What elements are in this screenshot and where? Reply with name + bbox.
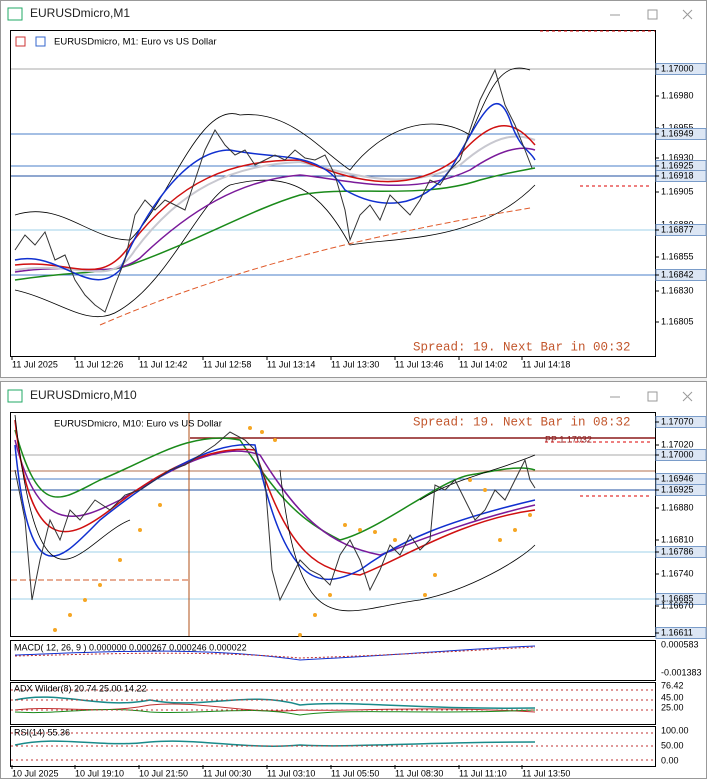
time-label: 11 Jul 13:14 — [267, 359, 315, 369]
macd-label: MACD( 12, 26, 9 ) 0.000000 0.000267 0.00… — [14, 642, 247, 652]
price-label: 1.16980 — [661, 90, 694, 100]
price-label: 1.16685 — [661, 593, 694, 603]
price-label: 1.16740 — [661, 568, 694, 578]
chart-area — [10, 30, 656, 357]
price-label: 1.16949 — [661, 128, 694, 138]
price-label: 1.16670 — [661, 600, 694, 610]
price-label: 1.16955 — [661, 122, 694, 132]
rsi-scale-label: 0.00 — [661, 755, 679, 765]
rsi-label: RSI(14) 55.36 — [14, 727, 70, 737]
macd-scale-label: 0.000583 — [661, 639, 699, 649]
time-label: 10 Jul 21:50 — [139, 768, 188, 778]
window-icon — [7, 7, 23, 21]
adx-scale-label: 45.00 — [661, 692, 684, 702]
window-title: EURUSDmicro,M1 — [30, 6, 130, 20]
rsi-scale-label: 50.00 — [661, 740, 684, 750]
time-label: 11 Jul 12:26 — [75, 359, 123, 369]
price-label: 1.16930 — [661, 152, 694, 162]
status-text: Spread: 19. Next Bar in 00:32 — [413, 340, 631, 354]
price-label: 1.16805 — [661, 316, 694, 326]
time-label: 11 Jul 14:02 — [459, 359, 507, 369]
time-label: 11 Jul 05:50 — [331, 768, 379, 778]
time-label: 11 Jul 13:46 — [395, 359, 443, 369]
time-label: 11 Jul 14:18 — [522, 359, 570, 369]
chart-header: EURUSDmicro, M10: Euro vs US Dollar — [54, 419, 222, 430]
window-title: EURUSDmicro,M10 — [30, 388, 137, 402]
chart-area — [10, 412, 656, 637]
price-label: 1.16830 — [661, 285, 694, 295]
price-label: 1.16918 — [661, 170, 694, 180]
price-label: 1.16925 — [661, 484, 694, 494]
macd-panel — [10, 640, 656, 681]
window-controls[interactable] — [610, 391, 693, 402]
price-label: 1.17000 — [661, 63, 694, 73]
rsi-scale-label: 100.00 — [661, 725, 689, 735]
indicators — [14, 67, 536, 326]
price-label: 1.16786 — [661, 546, 694, 556]
chart-icon — [15, 36, 26, 47]
time-label: 11 Jul 13:50 — [522, 768, 570, 778]
time-label: 10 Jul 2025 — [12, 768, 59, 778]
adx-label: ADX Wilder(8) 20.74 25.00 14.22 — [14, 683, 147, 693]
time-label: 11 Jul 12:58 — [203, 359, 251, 369]
window-controls[interactable] — [610, 9, 693, 20]
price-label: 1.16905 — [661, 186, 694, 196]
price-lines — [11, 413, 655, 636]
status-text: Spread: 19. Next Bar in 08:32 — [413, 415, 631, 429]
pivot-label: PP 1.17032 — [545, 434, 592, 444]
time-label: 11 Jul 13:30 — [331, 359, 379, 369]
time-label: 11 Jul 2025 — [12, 359, 58, 369]
time-label: 11 Jul 00:30 — [203, 768, 251, 778]
window-icon — [7, 389, 23, 403]
price-label: 1.17020 — [661, 439, 694, 449]
price-label: 1.16810 — [661, 534, 694, 544]
time-label: 11 Jul 03:10 — [267, 768, 315, 778]
chart-header: EURUSDmicro, M1: Euro vs US Dollar — [54, 37, 217, 48]
price-label: 1.17070 — [661, 416, 694, 426]
time-label: 10 Jul 19:10 — [75, 768, 124, 778]
time-label: 11 Jul 11:10 — [459, 768, 507, 778]
price-label: 1.16880 — [661, 502, 694, 512]
price-label: 1.16842 — [661, 269, 694, 279]
adx-scale-label: 76.42 — [661, 680, 684, 690]
price-label: 1.16925 — [661, 160, 694, 170]
price-label: 1.16611 — [661, 627, 693, 637]
chart-icon — [35, 36, 46, 47]
price-lines — [11, 30, 655, 276]
indicators — [11, 414, 655, 761]
price-label: 1.16946 — [661, 473, 694, 483]
adx-scale-label: 25.00 — [661, 702, 684, 712]
price-label: 1.16877 — [661, 224, 694, 234]
time-label: 11 Jul 08:30 — [395, 768, 443, 778]
price-label: 1.17000 — [661, 449, 694, 459]
price-label: 1.16855 — [661, 251, 694, 261]
time-label: 11 Jul 12:42 — [139, 359, 187, 369]
macd-scale-label: -0.001383 — [661, 667, 702, 677]
